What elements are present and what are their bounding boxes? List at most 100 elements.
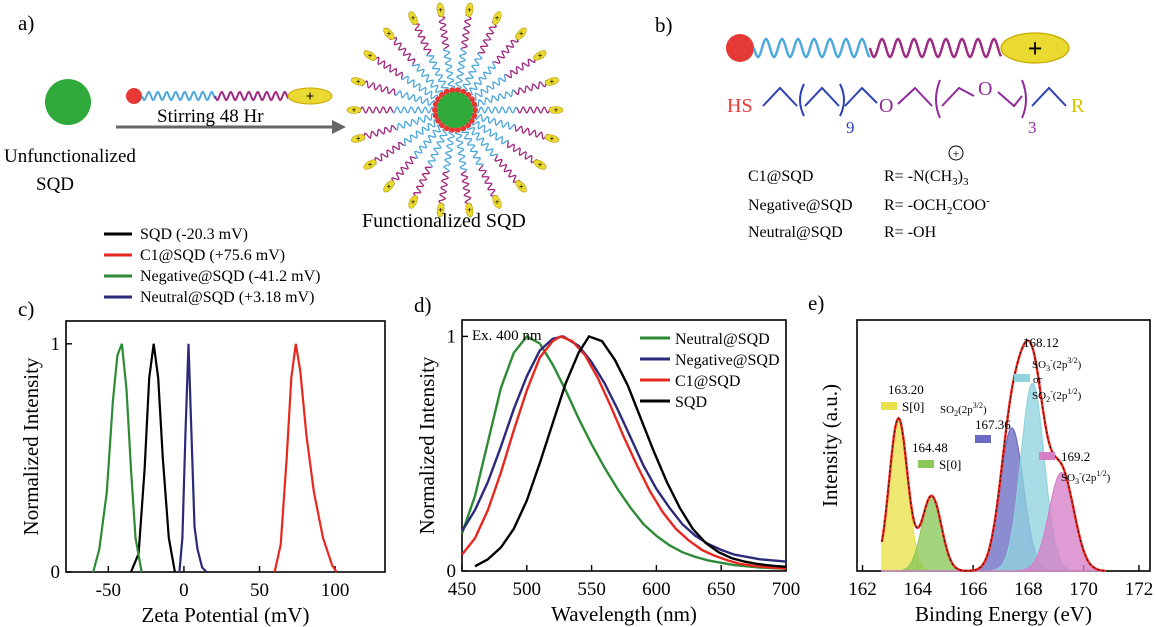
- sqd-cation-icon: [492, 195, 502, 209]
- sqd-ligand-chain-inner: [472, 89, 514, 108]
- x-tick-label: 500: [513, 579, 542, 600]
- sqd-cation-plus: +: [519, 182, 524, 191]
- plot-frame: [65, 320, 386, 573]
- y-tick-label: 0: [51, 562, 61, 583]
- peak-169-species: SO3-(2p1/2): [1061, 469, 1111, 486]
- panel-c-label: c): [18, 297, 34, 321]
- sqd-ligand-chain-outer: [460, 14, 472, 49]
- panel-b: b) + HS 9 O O 3 R + C1@SQD R= -N(CH3)3 N…: [655, 13, 1085, 241]
- ligand-large-plus: +: [1028, 34, 1043, 63]
- sqd-cation-plus: +: [356, 78, 361, 87]
- formula-bracket-r2: [1021, 79, 1027, 119]
- sqd-cation-plus: +: [467, 206, 472, 215]
- sqd-ligand-chain-outer: [514, 125, 549, 140]
- x-tick-label: 650: [707, 579, 736, 600]
- sqd-ligand-chain-inner: [403, 119, 440, 147]
- panel-e-label: e): [808, 291, 824, 315]
- y-tick-label: 0: [447, 561, 457, 582]
- pl-series-line: [474, 334, 787, 568]
- sqd-ligand-chain-outer: [391, 156, 417, 185]
- sqd-cation-icon: [383, 27, 395, 40]
- sqd-anchor-icon: [460, 88, 467, 95]
- peak-167-species: SO2(2p3/2): [940, 401, 987, 418]
- row-c1-name: C1@SQD: [748, 168, 813, 185]
- sqd-ligand-chain-inner: [474, 113, 516, 130]
- y-axis-label: Normalized Intensity: [415, 356, 439, 534]
- x-tick-label: 700: [772, 579, 801, 600]
- sqd-cation-icon: [351, 77, 366, 86]
- sqd-anchor-icon: [432, 112, 439, 119]
- legend-c-label: C1@SQD (+75.6 mV): [140, 247, 285, 264]
- pl-legend-label: Negative@SQD: [675, 352, 780, 369]
- peak-168-or: or: [1033, 374, 1043, 386]
- sqd-cation-icon: [408, 11, 418, 25]
- peak-164-value: 164.48: [912, 440, 948, 455]
- ligand-head-large-icon: [726, 34, 754, 62]
- x-axis-label: Wavelength (nm): [551, 602, 697, 626]
- sqd-cation-icon: [383, 180, 395, 193]
- sqd-cation-plus: +: [550, 78, 555, 87]
- sqd-ligand-chain-inner: [461, 52, 483, 92]
- sqd-anchor-icon: [443, 88, 450, 95]
- formula-n9: 9: [846, 118, 855, 137]
- sqd-cation-plus: +: [368, 51, 373, 60]
- pl-legend-label: C1@SQD: [675, 373, 740, 390]
- zeta-series-line: [273, 343, 338, 573]
- y-axis-label: Normalized Intensity: [19, 357, 43, 535]
- ligand-cation-icon: [287, 87, 333, 105]
- sqd-ligand-chain-outer: [506, 141, 538, 164]
- sqd-cation-plus: +: [519, 30, 524, 39]
- formula-hs: HS: [727, 95, 753, 117]
- x-tick-label: 168: [1014, 579, 1043, 600]
- xps-chart: 162 164 166 168 170 172 Binding Energy (eV) Int…: [818, 319, 1153, 626]
- sqd-cation-plus: +: [495, 14, 500, 23]
- sqd-cation-icon: [515, 27, 527, 40]
- formula-bond-5: [941, 86, 975, 107]
- functionalized-sqd-icon: + + + + + + + + + + + + + + + + + + + + + +: [346, 2, 564, 218]
- sqd-cation-icon: [465, 202, 474, 218]
- sqd-ligand-chain-inner: [443, 129, 456, 173]
- sqd-anchor-icon: [443, 125, 450, 132]
- pl-legend-label: Neutral@SQD: [675, 331, 770, 348]
- sqd-anchor-icon: [449, 87, 456, 94]
- pl-series-line: [461, 335, 787, 570]
- sqd-cation-icon: [363, 159, 377, 170]
- legend-c-label: Neutral@SQD (+3.18 mV): [140, 289, 314, 306]
- sqd-ligand-chain-inner: [396, 112, 438, 131]
- sqd-anchor-icon: [432, 101, 439, 108]
- sqd-ligand-chain-inner: [401, 75, 439, 102]
- sqd-anchor-icon: [454, 87, 461, 94]
- sqd-ligand-chain-outer: [358, 106, 394, 114]
- peak-169-swatch: [1039, 452, 1055, 460]
- x-tick-label: 170: [1069, 579, 1098, 600]
- formula-n3: 3: [1028, 118, 1037, 137]
- plot-frame: [461, 319, 787, 572]
- sqd-ligand-chain-outer: [513, 79, 547, 96]
- sqd-anchor-icon: [454, 126, 461, 133]
- peak-167-swatch: [975, 435, 991, 443]
- sqd-cation-icon: [408, 195, 418, 209]
- sqd-ligand-chain-outer: [412, 166, 432, 199]
- sqd-cation-plus: +: [467, 6, 472, 15]
- formula-bond-3: [844, 86, 878, 107]
- row-neutral-name: Neutral@SQD: [748, 224, 843, 241]
- sqd-ligand-chain-outer: [438, 14, 450, 50]
- sqd-cation-icon: [351, 134, 366, 143]
- sqd-cation-icon: [548, 106, 564, 114]
- sqd-ligand-chain-outer: [505, 55, 536, 79]
- ligand-head-icon: [126, 88, 142, 104]
- ligand-large-cation-icon: [1000, 32, 1070, 64]
- unfunctionalized-sqd-dot: [45, 79, 91, 125]
- formula-bond-6: [997, 91, 1023, 108]
- sqd-anchor-icon: [449, 126, 456, 133]
- functionalized-label: Functionalized SQD: [362, 210, 526, 232]
- sqd-cation-plus: +: [495, 198, 500, 207]
- row-negative-formula: R= -OCH2COO-: [884, 195, 990, 217]
- x-tick-label: 0: [179, 580, 189, 601]
- x-tick-label: 166: [959, 579, 988, 600]
- x-tick-label: 50: [250, 580, 269, 601]
- x-tick-label: -50: [96, 580, 121, 601]
- sqd-ligand-chain-outer: [361, 80, 396, 95]
- sqd-ligand-chain-inner: [474, 106, 518, 114]
- sqd-cation-icon: [492, 11, 502, 25]
